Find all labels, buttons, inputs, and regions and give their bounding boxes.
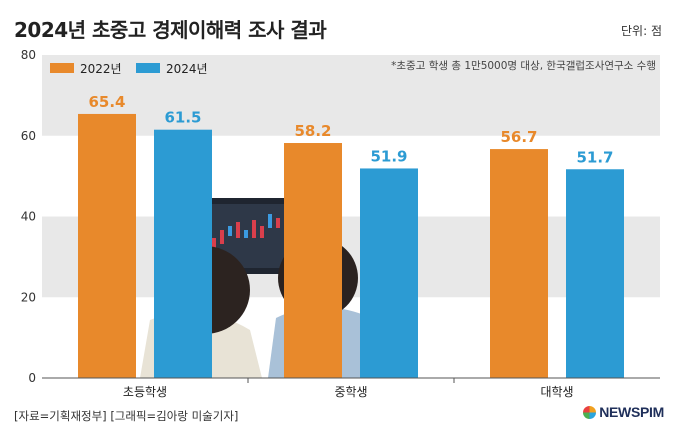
chart-note: *초중고 학생 총 1만5000명 대상, 한국갤럽조사연구소 수행 [391,59,656,72]
x-tick-label: 중학생 [334,385,367,399]
legend-label: 2024년 [166,62,208,76]
y-tick-label: 40 [21,210,36,224]
candlestick-mark [252,220,256,238]
data-label: 51.9 [370,147,407,165]
bar-2024 [566,169,624,378]
data-label: 51.7 [576,148,613,166]
candlestick-mark [244,230,248,238]
bar-2022 [284,143,342,378]
y-tick-label: 80 [21,48,36,62]
legend-swatch-2022 [50,63,74,73]
source-credit: [자료=기획재정부] [그래픽=김아랑 미술기자] [14,409,239,423]
data-label: 56.7 [500,128,537,146]
legend-label: 2022년 [80,62,122,76]
bar-2022 [78,113,136,378]
candlestick-mark [268,214,272,228]
candlestick-mark [276,218,280,228]
y-tick-label: 20 [21,290,36,304]
data-label: 61.5 [164,109,201,127]
unit-label: 단위: 점 [621,24,662,38]
data-label: 65.4 [88,93,125,111]
bar-2022 [490,149,548,378]
x-tick-label: 초등학생 [123,385,167,399]
x-tick-label: 대학생 [540,385,573,399]
legend-swatch-2024 [136,63,160,73]
logo-mark-icon [583,406,597,419]
candlestick-mark [228,226,232,236]
candlestick-mark [260,226,264,238]
candlestick-mark [236,222,240,238]
chart-title: 2024년 초중고 경제이해력 조사 결과 [14,18,327,42]
candlestick-mark [212,238,216,248]
bar-2024 [360,168,418,378]
logo-text: NEWSPIM [599,404,664,420]
bar-2024 [154,129,212,378]
y-tick-label: 60 [21,129,36,143]
y-tick-label: 0 [28,371,36,385]
data-label: 58.2 [294,122,331,140]
newspim-logo: NEWSPIM [583,404,664,420]
candlestick-mark [220,230,224,244]
